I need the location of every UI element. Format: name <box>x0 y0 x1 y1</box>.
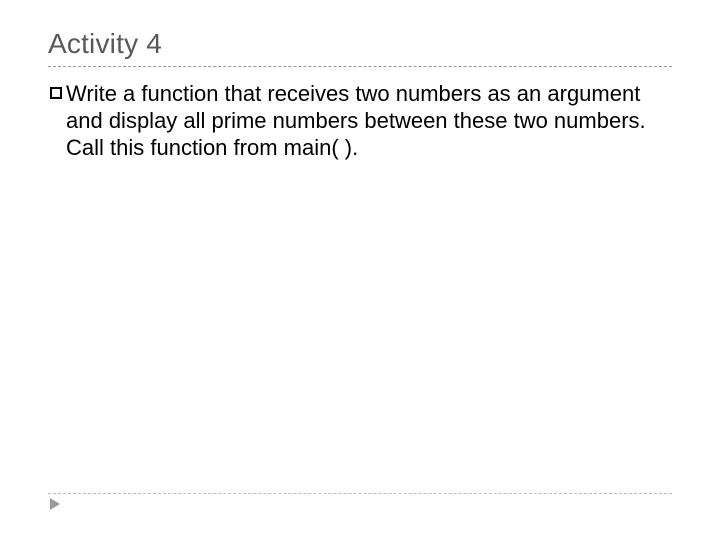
square-bullet-icon <box>50 87 62 99</box>
footer-divider <box>48 493 672 494</box>
slide-footer <box>48 493 672 510</box>
body-area: Write a function that receives two numbe… <box>48 81 672 161</box>
arrow-right-icon <box>50 498 60 510</box>
bullet-text: Write a function that receives two numbe… <box>66 81 672 161</box>
slide: Activity 4 Write a function that receive… <box>0 0 720 540</box>
title-divider <box>48 66 672 67</box>
list-item: Write a function that receives two numbe… <box>50 81 672 161</box>
slide-title: Activity 4 <box>48 28 672 60</box>
